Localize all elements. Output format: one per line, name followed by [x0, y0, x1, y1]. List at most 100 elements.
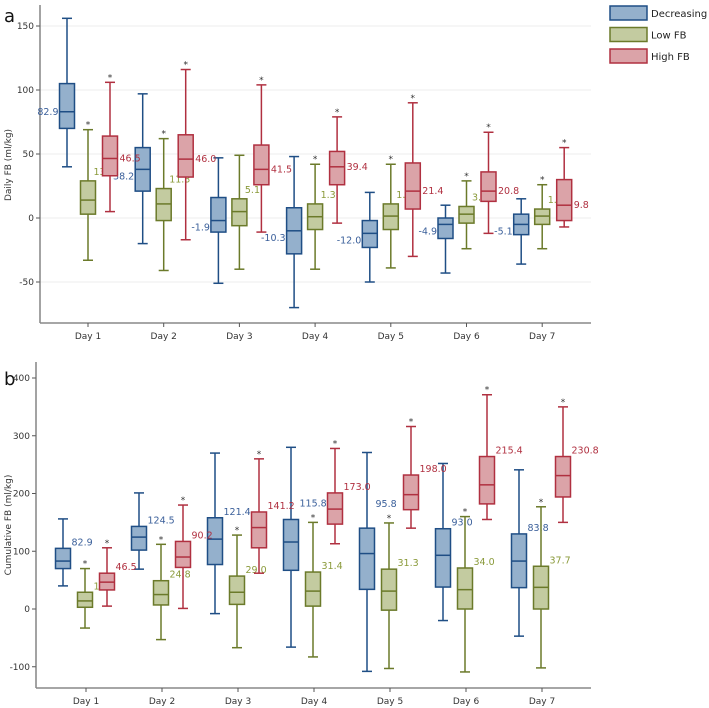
legend-item-low-fb: Low FB [609, 26, 687, 43]
y-tick-label: 300 [13, 432, 30, 442]
data-label: 141.2 [268, 501, 295, 512]
box-high-fb-day-1: * 46.5 [101, 73, 141, 213]
iqr-box [380, 568, 398, 611]
box-low-fb-day-2: * 11.3 [155, 130, 190, 272]
x-tick-label: Day 7 [529, 697, 555, 707]
legend-label: Decreasing FB [651, 9, 709, 20]
box-low-fb-day-4: * 31.4 [304, 513, 343, 658]
iqr-box [437, 217, 454, 240]
box-high-fb-day-3: * 141.2 [250, 450, 295, 574]
box-low-fb-day-7: * 37.7 [532, 498, 571, 669]
box-decreasing-fb-day-6: 93.0 [434, 462, 473, 622]
data-label: 83.8 [528, 523, 549, 534]
iqr-box [480, 171, 497, 203]
panel-label: a [4, 6, 15, 27]
iqr-box [328, 150, 346, 186]
iqr-box [228, 575, 246, 606]
iqr-box [79, 180, 97, 215]
box-high-fb-day-4: * 39.4 [328, 108, 368, 224]
box-high-fb-day-6: * 215.4 [478, 386, 523, 521]
significance-asterisk: * [562, 139, 567, 149]
legend-item-high-fb: High FB [609, 48, 690, 64]
y-tick-label: 100 [17, 86, 34, 96]
legend-swatch [609, 26, 648, 43]
box-high-fb-day-7: * 230.8 [554, 398, 599, 524]
iqr-box [456, 567, 474, 610]
x-tick-label: Day 3 [226, 332, 252, 342]
significance-asterisk: * [161, 130, 166, 140]
iqr-box [206, 517, 224, 566]
box-decreasing-fb-day-2: 124.5 [130, 492, 175, 570]
panel-b: b Cumulative FB (ml/kg) -100 0 100 200 300 400 D… [4, 362, 599, 707]
data-label: 198.0 [420, 464, 447, 475]
data-label: 20.8 [498, 186, 519, 197]
significance-asterisk: * [235, 526, 240, 536]
data-label: 124.5 [148, 515, 175, 526]
data-label: 11.3 [169, 175, 190, 186]
box-low-fb-day-3: * 29.0 [228, 526, 267, 649]
iqr-box [555, 178, 573, 222]
y-tick-label: 150 [17, 22, 34, 32]
data-label: 230.8 [572, 446, 599, 457]
data-label: 46.0 [195, 154, 216, 165]
significance-asterisk: * [105, 539, 110, 549]
data-label: 215.4 [496, 446, 523, 457]
significance-asterisk: * [181, 496, 186, 506]
iqr-box [130, 525, 148, 551]
data-label: 121.4 [224, 507, 251, 518]
box-decreasing-fb-day-2: 38.2 [113, 93, 151, 245]
data-label: 34.0 [474, 557, 495, 568]
y-tick-label: 200 [13, 490, 30, 500]
y-tick-label: -50 [19, 278, 34, 288]
x-tick-label: Day 2 [149, 697, 175, 707]
data-label: 21.4 [422, 186, 443, 197]
box-high-fb-day-3: * 41.5 [253, 76, 292, 233]
iqr-box [177, 134, 194, 178]
y-axis-title: Cumulative FB (ml/kg) [4, 475, 14, 576]
iqr-box [250, 511, 268, 549]
data-label: 5.1 [245, 185, 260, 196]
legend-swatch [609, 48, 648, 64]
iqr-box [210, 196, 227, 233]
iqr-box [434, 527, 452, 588]
iqr-box [174, 540, 192, 569]
x-tick-label: Day 5 [378, 332, 404, 342]
box-decreasing-fb-day-3: -1.9 [191, 157, 227, 285]
x-tick-label: Day 4 [301, 697, 328, 707]
iqr-box [282, 518, 300, 572]
data-label: 24.8 [170, 570, 191, 581]
iqr-box [304, 571, 322, 607]
significance-asterisk: * [257, 450, 262, 460]
iqr-box [253, 144, 270, 186]
significance-asterisk: * [159, 535, 164, 545]
x-tick-label: Day 7 [529, 332, 555, 342]
panel-a: a Daily FB (ml/kg) -50 0 50 100 150 Day 1 Day 2 D… [4, 5, 591, 342]
significance-asterisk: * [561, 398, 566, 408]
significance-asterisk: * [335, 108, 340, 118]
legend-item-decreasing-fb: Decreasing FB [609, 5, 709, 21]
data-label: 38.2 [113, 171, 134, 182]
x-tick-label: Day 1 [75, 332, 101, 342]
significance-asterisk: * [486, 123, 491, 133]
data-label: 46.5 [116, 562, 137, 573]
data-label: -1.9 [191, 223, 210, 234]
data-label: 115.8 [300, 498, 327, 509]
box-low-fb-day-6: *3.1 [458, 172, 487, 250]
box-decreasing-fb-day-1: 82.9 [54, 518, 93, 587]
data-label: 82.9 [37, 107, 58, 118]
box-low-fb-day-4: * 1.3 [306, 155, 336, 270]
box-high-fb-day-7: * 9.8 [555, 139, 589, 228]
x-tick-label: Day 5 [377, 697, 403, 707]
data-label: 90.2 [192, 530, 213, 541]
box-low-fb-day-2: * 24.8 [152, 535, 191, 641]
data-label: 41.5 [271, 164, 292, 175]
box-decreasing-fb-day-5: -12.0 [337, 191, 379, 283]
data-label: 9.8 [574, 200, 589, 211]
data-label: -5.1 [494, 226, 513, 237]
y-axis-title: Daily FB (ml/kg) [4, 129, 14, 201]
box-decreasing-fb-day-6: -4.9 [418, 204, 454, 274]
box-low-fb-day-6: * 34.0 [456, 508, 495, 673]
y-tick-label: -100 [10, 663, 31, 673]
box-decreasing-fb-day-3: 121.4 [206, 452, 251, 615]
